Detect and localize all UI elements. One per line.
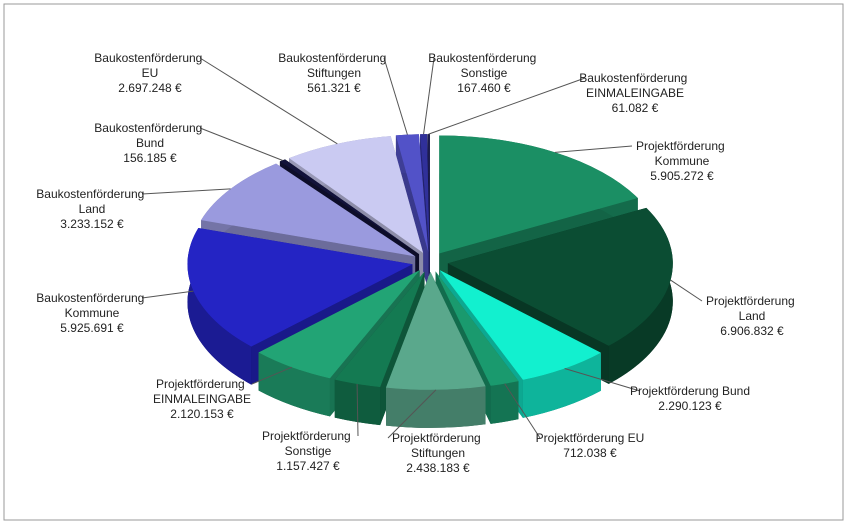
label-line: Baukostenförderung <box>94 51 205 65</box>
slice <box>334 271 425 388</box>
leader-line <box>141 290 194 299</box>
leader-line <box>554 145 633 153</box>
slice-value-label: 1.157.427 € <box>276 459 340 473</box>
slice <box>447 207 673 346</box>
label-line: Baukostenförderung <box>579 71 690 85</box>
slice-label: Projektförderung Sonstige <box>262 429 354 458</box>
label-line: Baukostenförderung <box>428 51 539 65</box>
slice-wall <box>490 381 519 424</box>
slice-label: Baukostenförderung EU <box>94 51 205 80</box>
slice <box>385 271 486 390</box>
slice <box>439 270 601 380</box>
slice-value-label: 2.290.123 € <box>658 399 722 413</box>
slice-label: Projektförderung EU <box>536 431 645 445</box>
leader-line <box>564 367 641 392</box>
slice-wall <box>258 352 330 417</box>
label-line: Projektförderung <box>636 139 728 153</box>
label-line: Projektförderung <box>156 377 248 391</box>
slice <box>187 227 413 347</box>
slice-label: Baukostenförderung Kommune <box>36 291 147 320</box>
slice <box>435 271 519 386</box>
label-line: Land <box>79 202 106 216</box>
leader-line <box>428 77 586 135</box>
slice <box>427 134 430 253</box>
slice-value-label: 5.905.272 € <box>650 169 714 183</box>
label-line: Baukostenförderung <box>36 291 147 305</box>
label-line: Projektförderung <box>262 429 354 443</box>
slice-value-label: 167.460 € <box>457 81 511 95</box>
label-line: Land <box>739 309 766 323</box>
label-line: Baukostenförderung <box>36 187 147 201</box>
slice-value-label: 156.185 € <box>123 151 177 165</box>
label-line: EU <box>142 66 159 80</box>
slice-label: Baukostenförderung Sonstige <box>428 51 539 80</box>
slice-wall <box>522 352 601 418</box>
slice-value-label: 2.697.248 € <box>118 81 182 95</box>
label-line: Kommune <box>655 154 710 168</box>
label-line: Kommune <box>65 306 120 320</box>
slice-label: Baukostenförderung Land <box>36 187 147 216</box>
slice <box>420 134 430 253</box>
slice-value-label: 5.925.691 € <box>60 321 124 335</box>
slice-label: Baukostenförderung EINMALEINGABE <box>579 71 690 100</box>
label-line: EINMALEINGABE <box>586 86 684 100</box>
slice-value-label: 61.082 € <box>612 101 659 115</box>
leader-line <box>670 279 703 302</box>
slice-value-label: 2.438.183 € <box>406 461 470 475</box>
label-line: Sonstige <box>461 66 508 80</box>
label-line: Projektförderung <box>392 431 484 445</box>
label-line: EINMALEINGABE <box>153 392 251 406</box>
slice-label: Projektförderung Stiftungen <box>392 431 484 460</box>
slice-value-label: 712.038 € <box>563 446 617 460</box>
label-line: Baukostenförderung <box>278 51 389 65</box>
slice-wall <box>187 227 252 385</box>
slice <box>201 163 416 257</box>
pie <box>187 134 673 428</box>
label-line: Sonstige <box>285 444 332 458</box>
slice-value-label: 2.120.153 € <box>170 407 234 421</box>
slice <box>279 159 420 255</box>
slice-label: Projektförderung Bund <box>630 384 750 398</box>
slice-label: Projektförderung Land <box>706 294 798 323</box>
slice <box>439 135 638 254</box>
leader-line <box>141 188 231 195</box>
leader-line <box>504 383 541 439</box>
slice <box>289 136 424 253</box>
slice-label: Projektförderung EINMALEINGABE <box>153 377 251 406</box>
label-line: Stiftungen <box>307 66 361 80</box>
label-line: Baukostenförderung <box>94 121 205 135</box>
slice-label: Projektförderung Kommune <box>636 139 728 168</box>
leader-line <box>251 366 293 385</box>
slice-value-label: 3.233.152 € <box>60 217 124 231</box>
slice-wall <box>385 386 486 428</box>
label-line: Projektförderung <box>706 294 798 308</box>
slice-label: Baukostenförderung Bund <box>94 121 205 150</box>
leader-line <box>356 383 359 437</box>
leader-line <box>383 57 408 135</box>
label-line: Bund <box>136 136 164 150</box>
slice <box>258 270 420 379</box>
leader-line <box>423 57 435 135</box>
leader-line <box>199 127 283 161</box>
slice-value-label: 561.321 € <box>307 81 361 95</box>
label-line: Stiftungen <box>411 446 465 460</box>
leader-line <box>199 57 338 145</box>
slice <box>395 134 429 253</box>
leader-line <box>387 389 437 439</box>
slice-label: Baukostenförderung Stiftungen <box>278 51 389 80</box>
slice-value-label: 6.906.832 € <box>720 324 784 338</box>
